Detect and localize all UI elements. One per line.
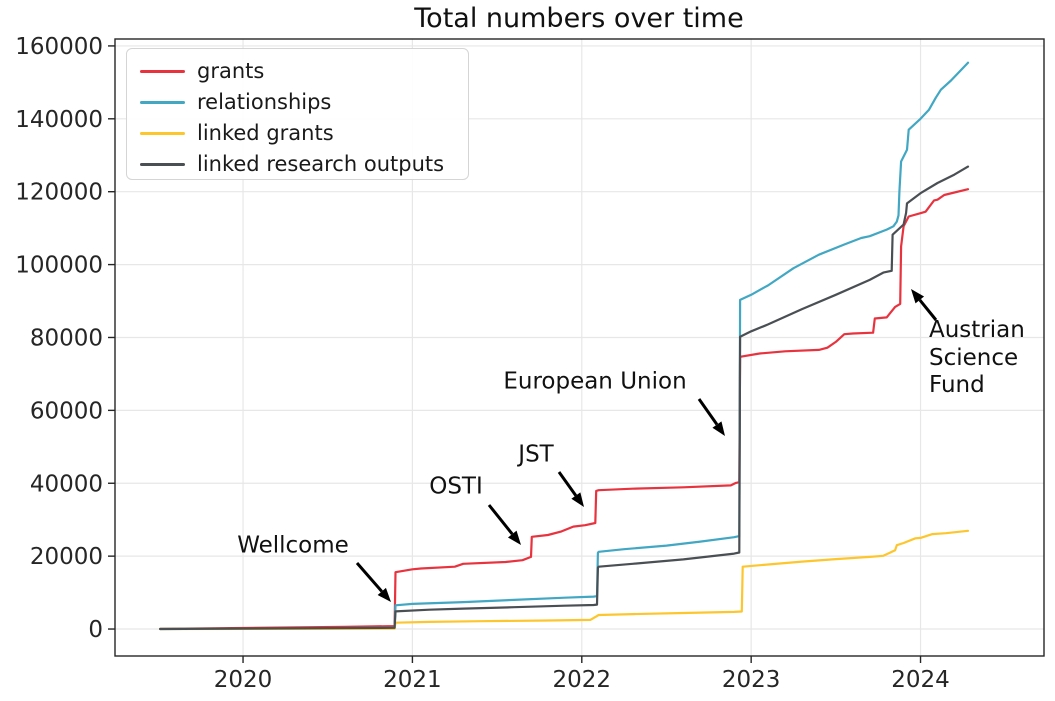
y-tick-label: 40000 <box>30 471 103 497</box>
annotation-arrowhead <box>507 530 521 545</box>
legend-item-relationships: relationships <box>127 87 468 118</box>
legend: grants relationships linked grants linke… <box>126 48 469 180</box>
legend-label-linked-research-outputs: linked research outputs <box>197 152 445 176</box>
x-tick-label: 2022 <box>553 667 612 693</box>
annotation-wellcome: Wellcome <box>237 532 349 559</box>
annotation-arrow <box>557 471 578 497</box>
annotation-arrowhead <box>571 492 584 507</box>
chart-title: Total numbers over time <box>414 3 744 34</box>
y-tick-label: 100000 <box>15 253 103 279</box>
legend-line-swatch-linked-grants <box>140 132 185 135</box>
annotation-arrow <box>918 298 938 321</box>
annotation-arrowhead <box>377 587 391 602</box>
legend-item-linked-grants: linked grants <box>127 118 468 149</box>
legend-item-linked-research-outputs: linked research outputs <box>127 149 468 180</box>
legend-label-relationships: relationships <box>197 90 332 114</box>
annotation-arrowhead <box>911 289 925 304</box>
annotation-european-union: European Union <box>503 368 687 395</box>
series-line-linked-research-outputs <box>159 165 970 631</box>
legend-line-swatch-relationships <box>140 101 185 104</box>
x-tick-label: 2020 <box>214 667 273 693</box>
annotation-jst: JST <box>518 441 554 468</box>
series-line-grants <box>159 188 970 630</box>
x-tick-label: 2023 <box>722 667 781 693</box>
series-line-relationships <box>159 61 970 631</box>
series-line-linked-grants <box>159 529 970 631</box>
x-tick-label: 2024 <box>891 667 950 693</box>
y-tick-label: 0 <box>88 617 103 643</box>
y-tick-label: 140000 <box>15 107 103 133</box>
annotation-arrow <box>697 398 719 426</box>
x-tick-label: 2021 <box>383 667 442 693</box>
legend-label-linked-grants: linked grants <box>197 121 334 145</box>
y-tick-label: 120000 <box>15 180 103 206</box>
legend-line-swatch-grants <box>140 70 185 73</box>
annotation-arrow <box>355 562 383 593</box>
y-tick-label: 160000 <box>15 34 103 60</box>
y-tick-label: 60000 <box>30 398 103 424</box>
annotation-arrow <box>487 504 514 536</box>
annotation-austrian-science-fund: Austrian Science Fund <box>929 316 1025 398</box>
annotation-osti: OSTI <box>429 473 483 500</box>
y-tick-label: 80000 <box>30 325 103 351</box>
annotation-arrowhead <box>712 421 725 436</box>
legend-line-swatch-linked-research-outputs <box>140 163 185 166</box>
legend-item-grants: grants <box>127 56 468 87</box>
legend-label-grants: grants <box>197 59 265 83</box>
y-tick-label: 20000 <box>30 544 103 570</box>
plot-border <box>114 38 1045 657</box>
